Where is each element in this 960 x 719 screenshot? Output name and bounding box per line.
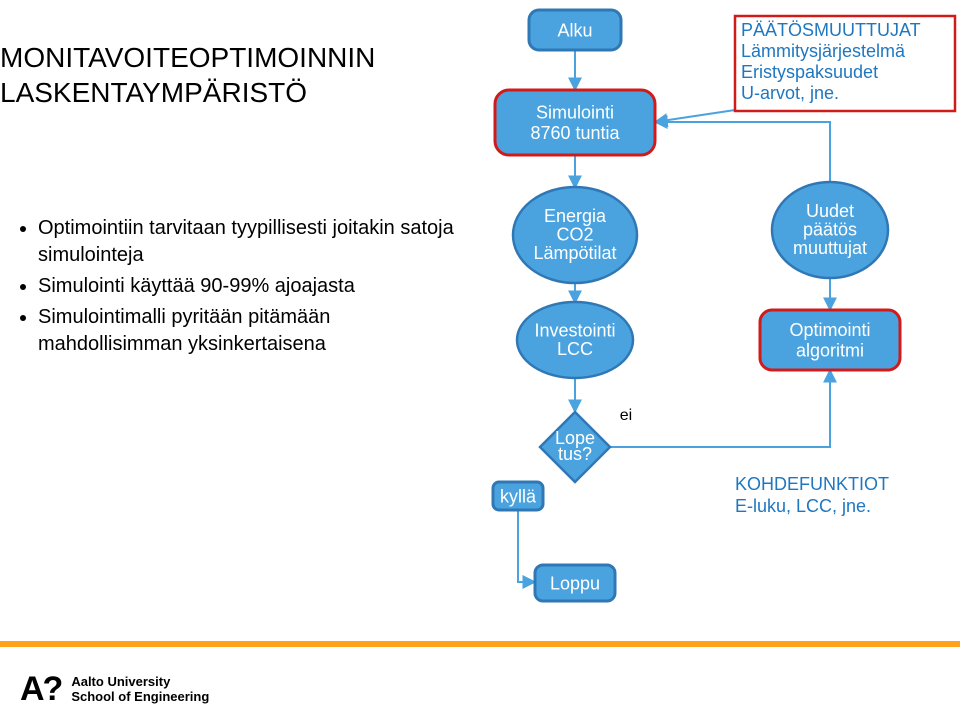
svg-text:PÄÄTÖSMUUTTUJAT: PÄÄTÖSMUUTTUJAT <box>741 20 921 40</box>
footer-accent <box>0 641 960 647</box>
logo-text: Aalto University School of Engineering <box>71 675 209 705</box>
footer-logo: A? Aalto University School of Engineerin… <box>20 670 209 709</box>
svg-text:LCC: LCC <box>557 339 593 359</box>
svg-text:algoritmi: algoritmi <box>796 341 864 361</box>
svg-text:tus?: tus? <box>558 444 592 464</box>
svg-text:U-arvot, jne.: U-arvot, jne. <box>741 83 839 103</box>
svg-text:ei: ei <box>620 407 632 424</box>
svg-text:CO2: CO2 <box>556 225 593 245</box>
svg-text:Lämpötilat: Lämpötilat <box>533 243 616 263</box>
svg-text:8760 tuntia: 8760 tuntia <box>530 123 620 143</box>
svg-text:Loppu: Loppu <box>550 573 600 593</box>
svg-text:Uudet: Uudet <box>806 201 854 221</box>
svg-text:Optimointi: Optimointi <box>789 320 870 340</box>
svg-text:kyllä: kyllä <box>500 486 537 506</box>
svg-text:KOHDEFUNKTIOT: KOHDEFUNKTIOT <box>735 474 889 494</box>
svg-text:muuttujat: muuttujat <box>793 238 867 258</box>
svg-text:E-luku, LCC, jne.: E-luku, LCC, jne. <box>735 496 871 516</box>
svg-text:Alku: Alku <box>557 20 592 40</box>
logo-mark: A? <box>20 670 61 709</box>
svg-text:Simulointi: Simulointi <box>536 102 614 122</box>
svg-text:päätös: päätös <box>803 220 857 240</box>
svg-text:Eristyspaksuudet: Eristyspaksuudet <box>741 62 878 82</box>
svg-text:Lämmitysjärjestelmä: Lämmitysjärjestelmä <box>741 41 906 61</box>
svg-text:Energia: Energia <box>544 206 607 226</box>
svg-text:Investointi: Investointi <box>534 320 615 340</box>
flowchart: Alku Simulointi8760 tuntia PÄÄTÖSMUUTTUJAT… <box>0 0 960 719</box>
